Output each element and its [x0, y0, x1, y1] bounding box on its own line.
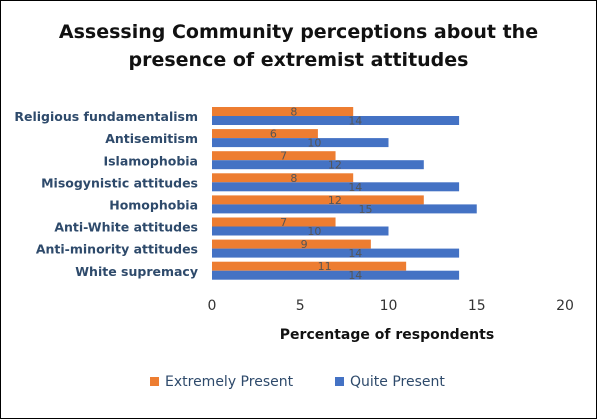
bar-quite-present [212, 248, 460, 258]
category-label: Islamophobia [103, 153, 198, 168]
bar-extremely-present [212, 107, 354, 116]
category-label: Religious fundamentalism [14, 109, 198, 124]
legend-swatch [335, 377, 344, 386]
bar-extremely-present [212, 239, 371, 249]
bar-extremely-present [212, 129, 318, 139]
bar-value-label: 15 [359, 203, 373, 216]
bar-extremely-present [212, 261, 407, 271]
bar-value-label: 6 [270, 128, 277, 141]
bar-quite-present [212, 204, 477, 214]
bar-extremely-present [212, 195, 424, 205]
bar-value-label: 8 [290, 106, 297, 119]
bar-extremely-present [212, 217, 336, 227]
legend-label: Extremely Present [165, 374, 294, 390]
bar-value-label: 14 [348, 115, 362, 128]
category-label: Homophobia [109, 197, 198, 212]
bar-quite-present [212, 270, 460, 280]
legend-item: Extremely Present [150, 374, 294, 390]
bar-extremely-present [212, 173, 354, 183]
bar-value-label: 11 [318, 260, 332, 273]
category-label: Misogynistic attitudes [41, 175, 198, 190]
chart-title-line-1: Assessing Community perceptions about th… [58, 21, 539, 43]
category-labels-group: Religious fundamentalism Antisemitism Isla… [14, 109, 198, 279]
chart-title-line-2: presence of extremist attitudes [128, 49, 469, 71]
category-label: White supremacy [75, 264, 198, 279]
bars-group [212, 107, 477, 280]
chart-title: Assessing Community perceptions about th… [0, 18, 597, 74]
legend-swatch [150, 377, 159, 386]
x-tick-label: 5 [296, 298, 305, 314]
x-tick-label: 0 [208, 298, 217, 314]
bar-value-label: 8 [290, 172, 297, 185]
bar-quite-present [212, 116, 460, 125]
x-tick-label: 20 [556, 298, 574, 314]
bar-value-label: 14 [348, 181, 362, 194]
bar-extremely-present [212, 151, 336, 161]
bar-value-label: 14 [348, 247, 362, 260]
x-tick-label: 15 [468, 298, 486, 314]
legend: Extremely Present Quite Present [150, 374, 445, 390]
category-label: Anti-minority attitudes [36, 242, 198, 257]
x-tick-label: 10 [380, 298, 398, 314]
bar-value-label: 12 [328, 159, 342, 172]
bar-quite-present [212, 138, 389, 148]
category-label: Anti-White attitudes [54, 220, 198, 235]
bar-quite-present [212, 226, 389, 236]
bar-value-label: 10 [307, 225, 321, 238]
x-tick-labels-group: 0 5 10 15 20 [208, 298, 574, 314]
bar-quite-present [212, 182, 460, 192]
x-axis-label: Percentage of respondents [280, 327, 494, 343]
legend-label: Quite Present [350, 374, 445, 390]
bar-value-label: 7 [280, 216, 287, 229]
bar-value-label: 7 [280, 150, 287, 163]
bar-value-label: 9 [301, 238, 308, 251]
bar-value-label: 12 [328, 194, 342, 207]
bar-quite-present [212, 160, 424, 170]
legend-item: Quite Present [335, 374, 445, 390]
bar-value-label: 14 [348, 269, 362, 282]
category-label: Antisemitism [105, 131, 198, 146]
bar-value-label: 10 [307, 137, 321, 150]
